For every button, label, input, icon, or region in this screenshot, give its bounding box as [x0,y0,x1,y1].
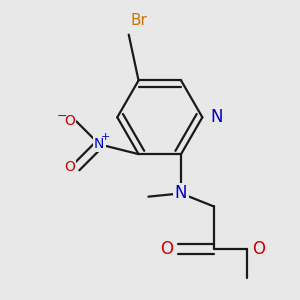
Text: O: O [252,240,266,258]
Text: N: N [211,108,223,126]
Text: +: + [100,132,110,142]
Text: O: O [64,114,75,128]
Text: O: O [64,160,75,174]
Text: O: O [160,240,173,258]
Text: Br: Br [130,13,147,28]
Text: −: − [56,110,67,123]
Text: N: N [175,184,187,202]
Text: N: N [94,137,104,151]
